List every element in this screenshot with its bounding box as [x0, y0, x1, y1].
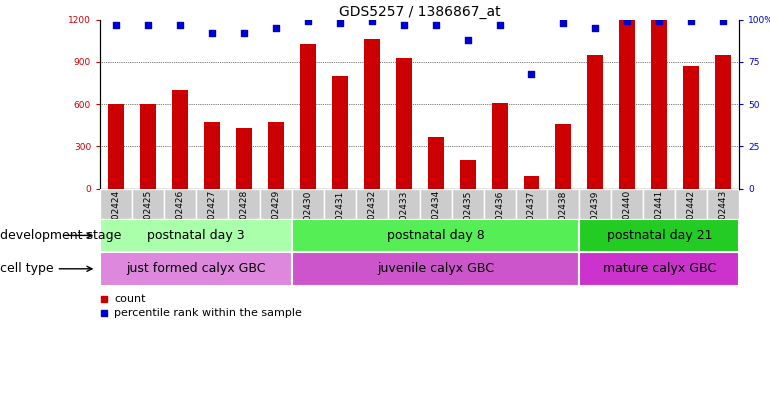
Text: GSM1202441: GSM1202441 [654, 190, 664, 250]
Bar [524, 176, 540, 189]
Text: percentile rank within the sample: percentile rank within the sample [114, 308, 302, 318]
Point [430, 22, 442, 28]
Text: GSM1202427: GSM1202427 [207, 190, 216, 250]
Bar [268, 123, 284, 189]
Bar [451, 189, 484, 219]
Text: GSM1202434: GSM1202434 [431, 190, 440, 250]
Point [525, 71, 537, 77]
Bar [588, 55, 604, 189]
Point [333, 20, 346, 26]
Point [366, 18, 378, 24]
Text: GSM1202435: GSM1202435 [463, 190, 472, 251]
Bar [715, 55, 732, 189]
Text: GSM1202438: GSM1202438 [559, 190, 568, 251]
Bar [547, 189, 580, 219]
Point [461, 37, 474, 43]
Bar [484, 189, 516, 219]
Bar [675, 189, 707, 219]
Point [98, 310, 110, 316]
Bar [491, 103, 507, 189]
Bar [236, 128, 252, 189]
Text: mature calyx GBC: mature calyx GBC [603, 262, 716, 275]
Bar [516, 189, 547, 219]
Point [206, 30, 218, 36]
Text: development stage: development stage [0, 229, 122, 242]
Bar [460, 160, 476, 189]
Text: GSM1202437: GSM1202437 [527, 190, 536, 251]
Bar [388, 189, 420, 219]
Text: postnatal day 21: postnatal day 21 [607, 229, 712, 242]
Point [302, 18, 314, 24]
Bar [579, 219, 739, 252]
Text: GSM1202432: GSM1202432 [367, 190, 377, 250]
Text: GSM1202424: GSM1202424 [112, 190, 121, 250]
Text: GSM1202429: GSM1202429 [271, 190, 280, 250]
Text: GSM1202433: GSM1202433 [399, 190, 408, 251]
Bar [643, 189, 675, 219]
Bar [707, 189, 739, 219]
Text: count: count [114, 294, 146, 304]
Point [142, 22, 154, 28]
Bar [108, 104, 124, 189]
Point [557, 20, 570, 26]
Point [494, 22, 506, 28]
Text: GSM1202426: GSM1202426 [176, 190, 185, 250]
Text: postnatal day 8: postnatal day 8 [387, 229, 484, 242]
Bar [292, 252, 579, 285]
Bar [140, 104, 156, 189]
Bar [100, 189, 132, 219]
Point [270, 25, 282, 31]
Bar [619, 20, 635, 189]
Text: just formed calyx GBC: just formed calyx GBC [126, 262, 266, 275]
Bar [292, 219, 579, 252]
Text: GSM1202428: GSM1202428 [239, 190, 249, 250]
Bar [651, 20, 668, 189]
Text: juvenile calyx GBC: juvenile calyx GBC [377, 262, 494, 275]
Bar [204, 123, 220, 189]
Bar [164, 189, 196, 219]
Point [174, 22, 186, 28]
Bar [132, 189, 164, 219]
Text: GSM1202431: GSM1202431 [335, 190, 344, 251]
Text: GSM1202443: GSM1202443 [718, 190, 728, 250]
Bar [292, 189, 324, 219]
Text: GSM1202442: GSM1202442 [687, 190, 696, 250]
Bar [579, 252, 739, 285]
Text: GSM1202436: GSM1202436 [495, 190, 504, 251]
Bar [420, 189, 451, 219]
Text: GSM1202440: GSM1202440 [623, 190, 632, 250]
Text: cell type: cell type [0, 262, 92, 275]
Bar [323, 189, 356, 219]
Point [717, 18, 729, 24]
Text: GSM1202425: GSM1202425 [143, 190, 152, 250]
Bar [196, 189, 228, 219]
Bar [228, 189, 260, 219]
Point [238, 30, 250, 36]
Bar [555, 124, 571, 189]
Bar [172, 90, 188, 189]
Text: postnatal day 3: postnatal day 3 [147, 229, 245, 242]
Text: GSM1202439: GSM1202439 [591, 190, 600, 251]
Text: GSM1202430: GSM1202430 [303, 190, 313, 251]
Bar [356, 189, 387, 219]
Point [397, 22, 410, 28]
Point [653, 18, 665, 24]
Bar [396, 58, 412, 189]
Point [621, 18, 634, 24]
Bar [579, 189, 611, 219]
Point [685, 18, 698, 24]
Bar [363, 39, 380, 189]
Point [98, 296, 110, 302]
Bar [100, 219, 292, 252]
Bar [100, 252, 292, 285]
Point [110, 22, 122, 28]
Bar [611, 189, 644, 219]
Bar [300, 44, 316, 189]
Title: GDS5257 / 1386867_at: GDS5257 / 1386867_at [339, 5, 500, 18]
Bar [332, 76, 348, 189]
Point [589, 25, 601, 31]
Bar [260, 189, 292, 219]
Bar [427, 136, 444, 189]
Bar [683, 66, 699, 189]
